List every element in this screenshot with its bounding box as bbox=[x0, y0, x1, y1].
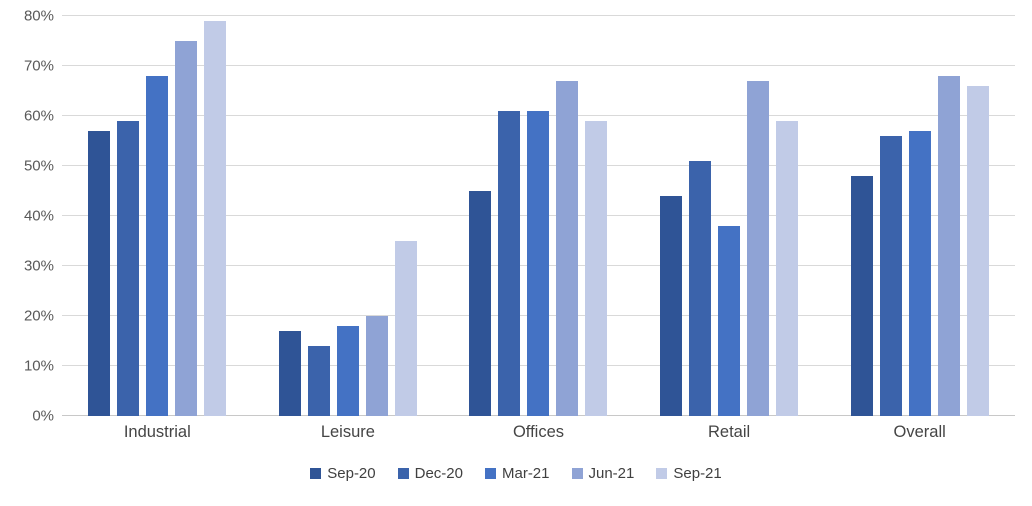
bar-sep-20-offices bbox=[469, 191, 492, 416]
bar-mar-21-leisure bbox=[336, 326, 359, 416]
y-tick-label: 0% bbox=[32, 407, 54, 425]
legend-swatch-sep-21 bbox=[656, 468, 668, 479]
bar-sep-20-retail bbox=[660, 196, 683, 416]
legend-label-sep-20: Sep-20 bbox=[327, 465, 376, 482]
bar-sep-21-retail bbox=[776, 121, 799, 416]
bar-dec-20-industrial bbox=[117, 121, 140, 416]
bar-dec-20-overall bbox=[879, 136, 902, 416]
y-tick-label: 30% bbox=[23, 257, 54, 275]
bar-sep-20-overall bbox=[850, 176, 873, 416]
y-tick-label: 40% bbox=[23, 207, 54, 225]
bar-sep-21-industrial bbox=[204, 21, 227, 416]
y-tick-label: 50% bbox=[23, 157, 54, 175]
x-category-label-retail: Retail bbox=[707, 423, 751, 441]
legend-swatch-mar-21 bbox=[484, 468, 496, 479]
bar-group-retail bbox=[634, 16, 825, 416]
bar-jun-21-offices bbox=[556, 81, 579, 416]
x-category-label-overall: Overall bbox=[893, 423, 946, 441]
gridline bbox=[62, 15, 1015, 16]
y-tick-label: 80% bbox=[23, 7, 54, 25]
bar-sep-20-industrial bbox=[88, 131, 111, 416]
legend-item-sep-20: Sep-20 bbox=[310, 465, 376, 482]
bar-sep-21-offices bbox=[585, 121, 608, 416]
x-category-label-industrial: Industrial bbox=[123, 423, 191, 441]
bar-mar-21-industrial bbox=[146, 76, 169, 416]
x-axis: Industrial Leisure Offices Retail Overall bbox=[62, 423, 1015, 442]
y-tick-label: 60% bbox=[23, 107, 54, 125]
bar-group-industrial bbox=[62, 16, 253, 416]
x-category-label-offices: Offices bbox=[512, 423, 564, 441]
plot-area bbox=[62, 15, 1015, 416]
bar-jun-21-industrial bbox=[175, 41, 198, 416]
x-category-label-leisure: Leisure bbox=[320, 423, 375, 441]
legend-item-dec-20: Dec-20 bbox=[397, 465, 463, 482]
bar-mar-21-overall bbox=[908, 131, 931, 416]
bar-jun-21-overall bbox=[937, 76, 960, 416]
bar-mar-21-offices bbox=[527, 111, 550, 416]
legend-label-dec-20: Dec-20 bbox=[414, 465, 463, 482]
legend-item-sep-21: Sep-21 bbox=[656, 465, 722, 482]
bar-group-leisure bbox=[253, 16, 444, 416]
bar-group-overall bbox=[824, 16, 1015, 416]
bar-sep-21-overall bbox=[966, 86, 989, 416]
bar-dec-20-leisure bbox=[307, 346, 330, 416]
gridline bbox=[62, 65, 1015, 66]
legend: Sep-20 Dec-20 Mar-21 Jun-21 Sep-21 bbox=[0, 465, 1032, 482]
legend-swatch-jun-21 bbox=[571, 468, 583, 479]
bar-jun-21-retail bbox=[747, 81, 770, 416]
legend-label-mar-21: Mar-21 bbox=[501, 465, 550, 482]
bar-mar-21-retail bbox=[718, 226, 741, 416]
legend-label-sep-21: Sep-21 bbox=[673, 465, 722, 482]
legend-item-mar-21: Mar-21 bbox=[484, 465, 550, 482]
legend-item-jun-21: Jun-21 bbox=[571, 465, 635, 482]
y-tick-label: 10% bbox=[23, 357, 54, 375]
y-tick-label: 20% bbox=[23, 307, 54, 325]
bar-sep-21-leisure bbox=[394, 241, 417, 416]
bar-dec-20-retail bbox=[689, 161, 712, 416]
y-axis: 0% 10% 20% 30% 40% 50% 60% 70% 80% bbox=[0, 9, 54, 424]
bar-dec-20-offices bbox=[498, 111, 521, 416]
y-tick-label: 70% bbox=[23, 57, 54, 75]
legend-swatch-dec-20 bbox=[397, 468, 409, 479]
bar-jun-21-leisure bbox=[365, 316, 388, 416]
bar-sep-20-leisure bbox=[278, 331, 301, 416]
legend-label-jun-21: Jun-21 bbox=[588, 465, 635, 482]
bar-group-offices bbox=[443, 16, 634, 416]
legend-swatch-sep-20 bbox=[310, 468, 322, 479]
bar-groups bbox=[62, 16, 1015, 416]
